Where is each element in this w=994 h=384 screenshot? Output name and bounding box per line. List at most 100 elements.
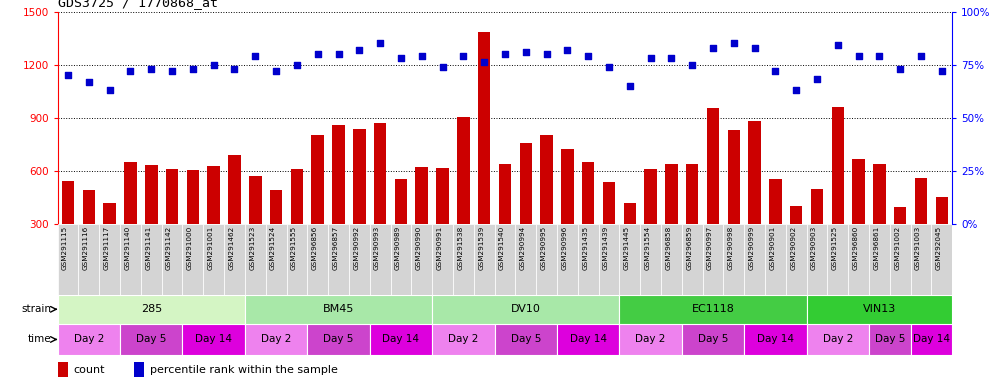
Bar	[745, 324, 806, 355]
Bar	[58, 224, 79, 295]
Bar	[515, 224, 536, 295]
Bar	[728, 130, 741, 224]
Text: GSM296858: GSM296858	[665, 226, 671, 270]
Bar	[769, 179, 781, 224]
Point	[746, 45, 762, 51]
Bar	[495, 324, 557, 355]
Point	[476, 60, 492, 66]
Text: 285: 285	[140, 304, 162, 314]
Text: GSM296857: GSM296857	[333, 226, 339, 270]
Bar	[432, 224, 453, 295]
Text: GSM291002: GSM291002	[895, 226, 901, 270]
Bar	[869, 224, 890, 295]
Bar	[265, 224, 286, 295]
Point	[851, 53, 867, 59]
Bar	[873, 164, 886, 224]
Bar	[811, 189, 823, 224]
Text: Day 2: Day 2	[448, 334, 478, 344]
Bar	[79, 224, 99, 295]
Text: Day 5: Day 5	[511, 334, 541, 344]
Text: GSM290997: GSM290997	[707, 226, 713, 270]
Bar	[187, 170, 199, 224]
Bar	[62, 181, 75, 224]
Bar	[619, 324, 682, 355]
Bar	[145, 165, 157, 224]
Bar	[58, 362, 69, 377]
Point	[143, 66, 159, 72]
Text: GSM290991: GSM290991	[436, 226, 442, 270]
Point	[893, 66, 909, 72]
Point	[601, 64, 617, 70]
Point	[101, 87, 117, 93]
Bar	[619, 224, 640, 295]
Bar	[286, 224, 307, 295]
Point	[913, 53, 929, 59]
Bar	[183, 224, 204, 295]
Text: GSM291001: GSM291001	[208, 226, 214, 270]
Bar	[806, 224, 827, 295]
Text: Day 14: Day 14	[383, 334, 419, 344]
Text: GSM290992: GSM290992	[353, 226, 359, 270]
Text: GSM290996: GSM290996	[562, 226, 568, 270]
Bar	[290, 169, 303, 224]
Bar	[412, 224, 432, 295]
Bar	[432, 324, 495, 355]
Bar	[853, 159, 865, 224]
Bar	[353, 129, 366, 224]
Bar	[786, 224, 806, 295]
Text: GSM291555: GSM291555	[291, 226, 297, 270]
Text: GSM290999: GSM290999	[748, 226, 754, 270]
Bar	[724, 224, 745, 295]
Text: GSM291141: GSM291141	[145, 226, 151, 270]
Text: VIN13: VIN13	[863, 304, 896, 314]
Point	[60, 72, 76, 78]
Point	[830, 42, 846, 48]
Text: Day 2: Day 2	[74, 334, 104, 344]
Point	[767, 68, 783, 74]
Text: Day 5: Day 5	[323, 334, 354, 344]
Bar	[557, 324, 619, 355]
Point	[248, 53, 263, 59]
Point	[809, 76, 825, 83]
Bar	[619, 295, 806, 324]
Bar	[141, 224, 162, 295]
Bar	[166, 169, 178, 224]
Bar	[562, 149, 574, 224]
Bar	[395, 179, 408, 224]
Text: Day 5: Day 5	[698, 334, 729, 344]
Text: Day 2: Day 2	[823, 334, 853, 344]
Text: GSM290993: GSM290993	[374, 226, 380, 270]
Point	[310, 51, 326, 57]
Text: EC1118: EC1118	[692, 304, 735, 314]
Bar	[890, 224, 911, 295]
Bar	[640, 224, 661, 295]
Point	[539, 51, 555, 57]
Text: GSM290994: GSM290994	[520, 226, 526, 270]
Text: GSM291539: GSM291539	[478, 226, 484, 270]
Bar	[99, 224, 120, 295]
Bar	[332, 125, 345, 224]
Point	[643, 55, 659, 61]
Bar	[581, 162, 594, 224]
Text: GSM291538: GSM291538	[457, 226, 463, 270]
Bar	[745, 224, 765, 295]
Point	[580, 53, 596, 59]
Bar	[120, 324, 183, 355]
Bar	[682, 324, 745, 355]
Point	[663, 55, 679, 61]
Point	[81, 78, 96, 84]
Bar	[935, 197, 948, 224]
Bar	[623, 203, 636, 224]
Bar	[370, 324, 432, 355]
Text: GSM290901: GSM290901	[769, 226, 775, 270]
Bar	[598, 224, 619, 295]
Bar	[827, 224, 848, 295]
Text: GSM290902: GSM290902	[790, 226, 796, 270]
Bar	[790, 206, 802, 224]
Bar	[415, 167, 428, 224]
Bar	[58, 324, 120, 355]
Bar	[541, 136, 553, 224]
Text: GSM291523: GSM291523	[249, 226, 255, 270]
Point	[268, 68, 284, 74]
Text: time: time	[28, 334, 52, 344]
